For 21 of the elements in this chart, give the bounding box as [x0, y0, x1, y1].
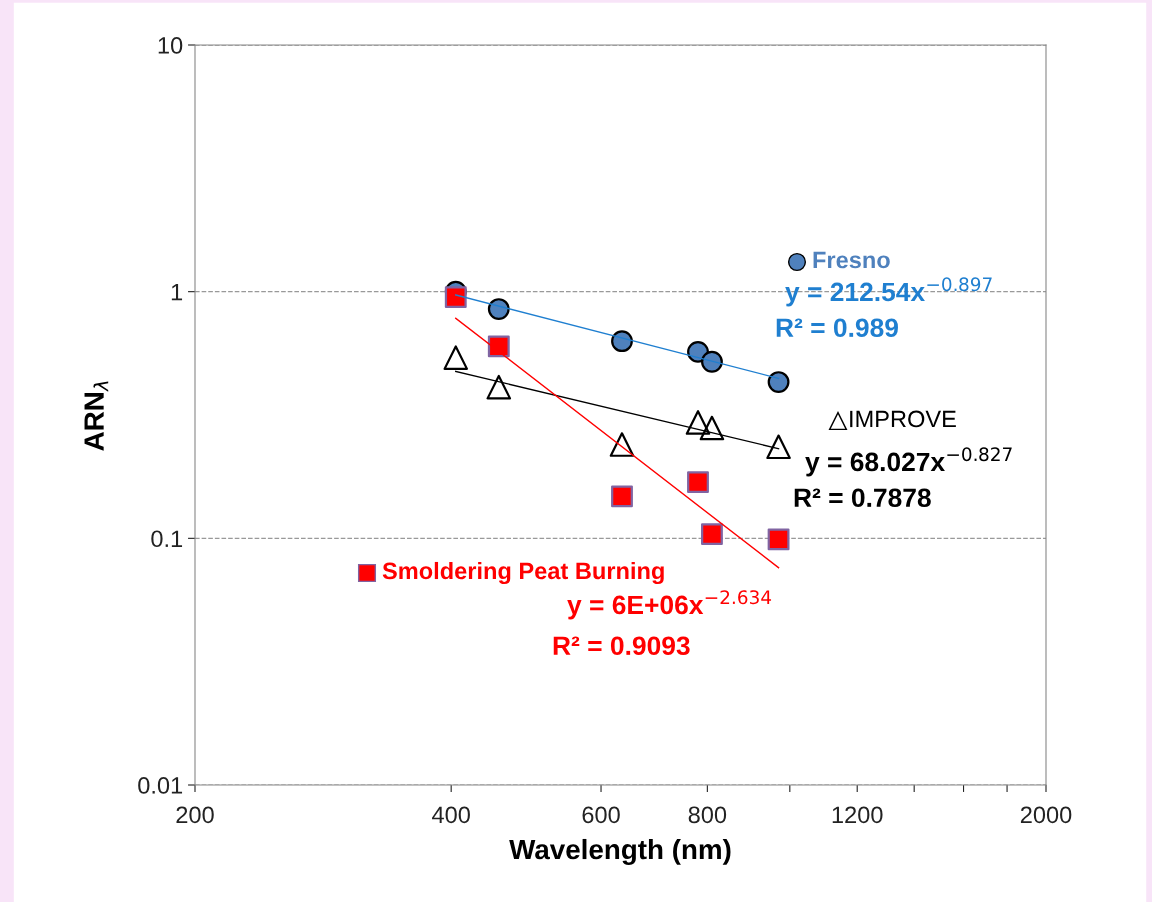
annotation: y = 68.027x$^{−0.827}$: [805, 447, 1012, 477]
y-axis-title: ARN$_{λ}$: [84, 381, 109, 451]
legend-label: Fresno: [813, 251, 890, 269]
x-tick-label: 600: [582, 806, 620, 824]
x-tick-label: 200: [176, 806, 214, 824]
legend-label: IMPROVE: [850, 410, 956, 428]
x-tick-label: 800: [688, 806, 727, 824]
x-tick-label: 1200: [832, 806, 883, 824]
y-tick-label: 0.1: [151, 530, 183, 548]
annotation: y = 212.54x$^{−0.897}$: [785, 277, 992, 307]
y-tick-label: 10: [158, 37, 183, 54]
x-axis-title: Wavelength (nm): [509, 838, 731, 865]
annotation: R² = 0.7878: [794, 488, 931, 508]
annotation: R² = 0.989: [776, 318, 898, 338]
legend-label: Smoldering Peat Burning: [382, 561, 664, 585]
x-tick-label: 2000: [1020, 806, 1072, 824]
y-tick-label: 0.01: [138, 777, 183, 794]
annotation: R² = 0.9093: [553, 636, 690, 656]
y-tick-label: 1: [171, 283, 183, 301]
x-tick-label: 400: [432, 806, 470, 824]
annotation: y = 6E+06x$^{−2.634}$: [567, 590, 772, 620]
